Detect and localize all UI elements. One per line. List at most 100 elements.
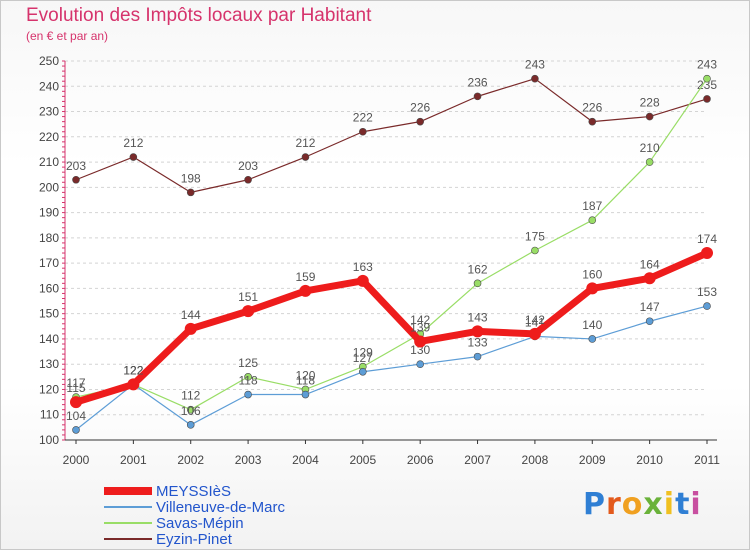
data-point (473, 92, 482, 101)
data-label: 226 (410, 101, 430, 115)
x-tick-label: 2004 (292, 453, 319, 467)
logo-letter: r (606, 487, 622, 522)
y-tick-label: 110 (40, 408, 59, 422)
x-tick-label: 2002 (177, 453, 204, 467)
y-tick-label: 200 (39, 180, 59, 194)
brand-logo: Proxiti (583, 487, 702, 522)
series-line (74, 249, 709, 406)
data-label: 175 (525, 230, 545, 244)
y-tick-label: 140 (39, 332, 59, 346)
chart-subtitle: (en € et par an) (26, 29, 109, 43)
data-label: 122 (123, 363, 143, 377)
data-label: 153 (697, 285, 717, 299)
data-point (359, 127, 367, 136)
y-tick-label: 210 (39, 155, 59, 169)
data-point (244, 175, 252, 184)
data-label: 163 (353, 260, 373, 274)
data-label: 106 (181, 404, 201, 418)
data-point (703, 95, 711, 103)
data-point (531, 74, 539, 83)
data-point (473, 352, 482, 361)
data-label: 143 (468, 310, 488, 324)
x-tick-label: 2007 (464, 453, 491, 467)
data-point (242, 305, 255, 318)
series-line (75, 78, 708, 193)
y-tick-label: 150 (39, 307, 59, 321)
data-label: 160 (582, 267, 602, 281)
logo-letter: i (663, 487, 676, 522)
data-point (186, 405, 195, 414)
y-tick-label: 220 (39, 130, 59, 144)
data-point (186, 421, 195, 429)
legend-item: Savas-Mépin (104, 515, 285, 532)
data-point (471, 325, 484, 338)
data-point (72, 426, 80, 434)
data-point (244, 390, 252, 399)
data-label: 117 (66, 376, 85, 390)
data-label: 243 (697, 58, 717, 72)
data-label: 139 (410, 320, 430, 334)
data-label: 235 (697, 78, 717, 92)
x-tick-label: 2001 (120, 453, 147, 467)
legend-label: Eyzin-Pinet (156, 530, 232, 548)
data-label: 140 (582, 318, 602, 332)
data-point (703, 74, 711, 83)
data-label: 236 (468, 75, 488, 89)
y-tick-label: 100 (39, 433, 59, 447)
data-point (129, 153, 138, 161)
y-tick-label: 130 (39, 357, 59, 371)
x-tick-label: 2006 (407, 453, 434, 467)
y-tick-label: 120 (39, 382, 59, 396)
data-point (356, 274, 369, 287)
data-point (244, 373, 252, 381)
data-point (414, 335, 427, 348)
data-point (186, 188, 195, 197)
data-label: 130 (410, 343, 430, 357)
data-point (72, 175, 80, 184)
x-tick-label: 2000 (63, 453, 90, 467)
data-label: 151 (238, 290, 258, 304)
series-line (75, 78, 708, 411)
legend-item: Eyzin-Pinet (104, 530, 285, 548)
data-point (588, 335, 597, 343)
x-tick-label: 2003 (235, 453, 262, 467)
legend-swatch (104, 506, 152, 508)
data-label: 210 (640, 141, 660, 155)
data-label: 115 (66, 381, 85, 395)
data-label: 187 (582, 199, 602, 213)
data-label: 122 (123, 363, 143, 377)
y-tick-label: 230 (39, 105, 59, 119)
legend: MEYSSIèS Villeneuve-de-Marc Savas-Mépin Eyz… (104, 483, 285, 548)
data-label: 142 (410, 313, 430, 327)
data-label: 125 (238, 356, 258, 370)
data-point (416, 117, 424, 126)
y-tick-label: 160 (39, 281, 59, 295)
data-label: 164 (640, 257, 660, 271)
data-point (473, 279, 482, 288)
y-tick-label: 170 (39, 256, 59, 270)
data-label: 212 (295, 136, 315, 150)
data-label: 104 (66, 409, 86, 423)
data-point (588, 216, 597, 224)
x-tick-label: 2009 (579, 453, 606, 467)
series-line (75, 305, 708, 431)
data-point (701, 247, 713, 260)
logo-letter: x (643, 487, 664, 522)
data-point (359, 367, 367, 376)
data-point (299, 284, 312, 297)
logo-letter: o (621, 487, 644, 522)
x-tick-label: 2005 (349, 453, 376, 467)
data-point (586, 282, 599, 295)
data-label: 120 (295, 368, 315, 382)
data-label: 198 (181, 171, 201, 185)
y-tick-label: 190 (39, 206, 59, 220)
legend-swatch (104, 522, 152, 524)
logo-letter: t (675, 487, 691, 522)
legend-swatch (104, 487, 152, 495)
data-label: 118 (239, 374, 258, 388)
data-point (301, 153, 310, 161)
x-tick-label: 2008 (522, 453, 549, 467)
data-label: 226 (582, 101, 602, 115)
logo-letter: P (583, 487, 606, 522)
